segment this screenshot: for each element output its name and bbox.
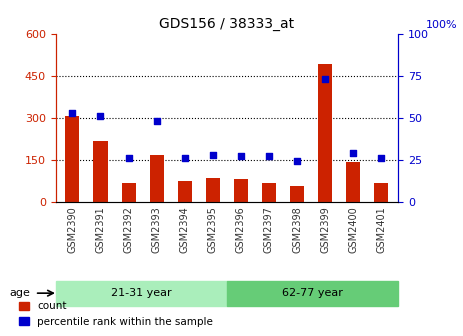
Bar [178,181,192,202]
Bar [65,116,80,202]
Point [265,154,273,159]
Bar [150,155,164,202]
Text: age: age [9,288,30,298]
Bar [94,141,107,202]
Legend: count, percentile rank within the sample: count, percentile rank within the sample [14,297,218,331]
Bar [318,65,332,202]
Bar [374,183,388,202]
Bar [290,186,304,202]
Point [153,118,160,124]
Text: 21-31 year: 21-31 year [111,288,171,298]
Bar [262,183,276,202]
Point [294,159,301,164]
Title: GDS156 / 38333_at: GDS156 / 38333_at [159,17,294,31]
Point [321,76,329,82]
Point [209,152,217,157]
Point [97,113,104,119]
Bar [346,162,360,202]
Point [125,155,132,161]
Point [350,150,357,156]
Point [237,154,244,159]
Point [378,155,385,161]
Bar [234,179,248,202]
Point [69,110,76,115]
Point [181,155,188,161]
Text: 100%: 100% [425,20,457,30]
Text: 62-77 year: 62-77 year [282,288,343,298]
Bar [122,183,136,202]
Bar [206,178,220,202]
